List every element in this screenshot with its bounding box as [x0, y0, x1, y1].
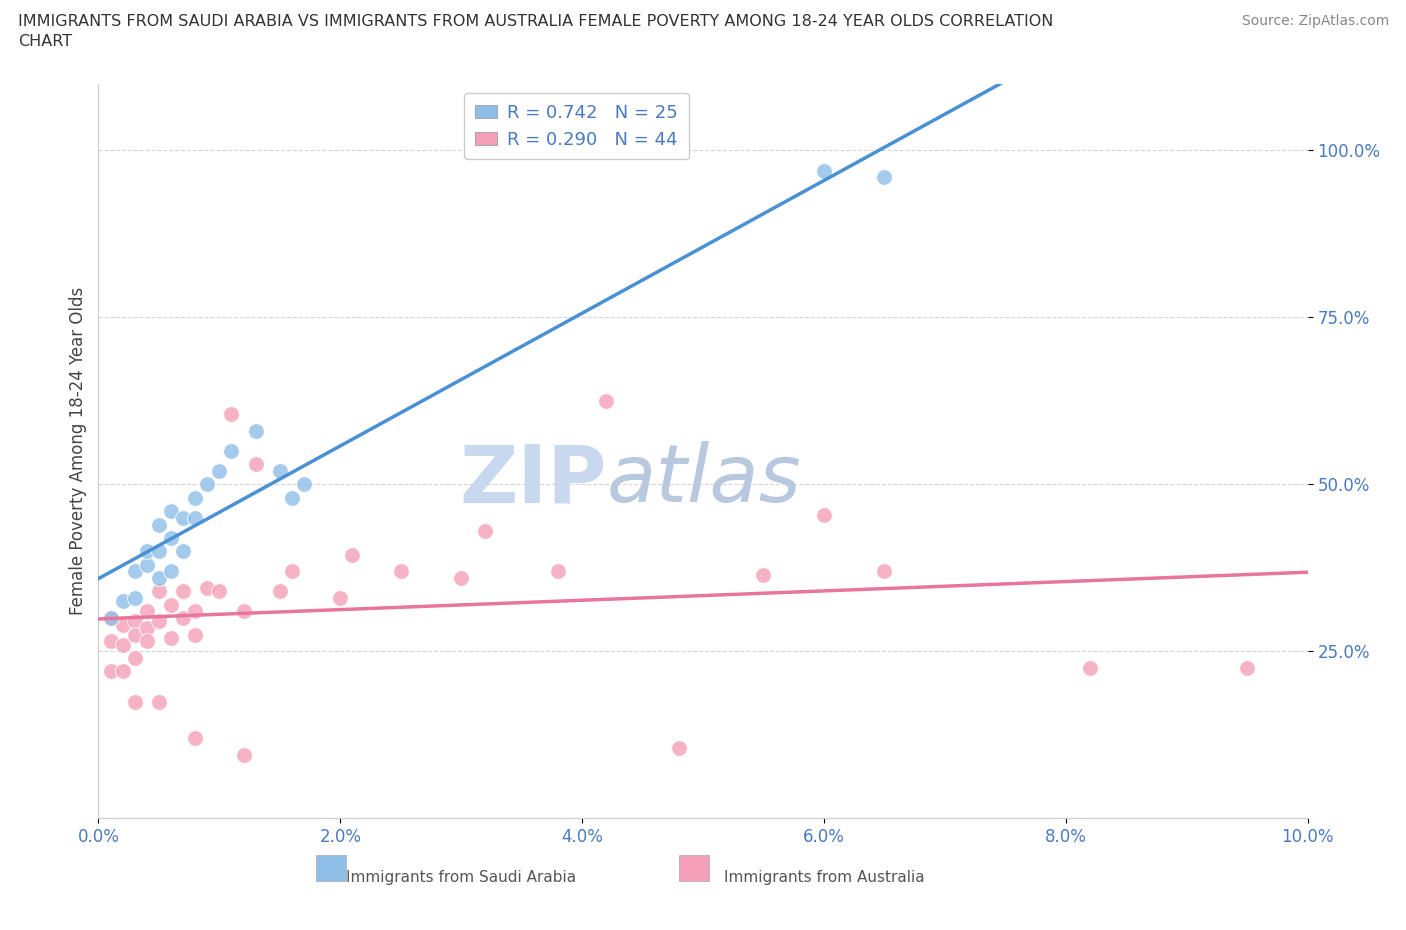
Point — [595, 393, 617, 408]
Point — [269, 584, 291, 599]
Text: ZIP: ZIP — [458, 442, 606, 520]
Text: Immigrants from Australia: Immigrants from Australia — [724, 870, 924, 884]
Text: atlas: atlas — [606, 442, 801, 520]
Point — [752, 567, 775, 582]
Point — [221, 444, 243, 458]
Point — [135, 604, 157, 618]
Point — [269, 464, 291, 479]
Point — [873, 170, 896, 185]
Point — [342, 547, 364, 562]
FancyBboxPatch shape — [679, 856, 709, 881]
Point — [474, 524, 496, 538]
Point — [148, 694, 170, 709]
Point — [813, 163, 835, 178]
Point — [184, 511, 207, 525]
Point — [184, 490, 207, 505]
Point — [111, 618, 134, 632]
Point — [184, 604, 207, 618]
Point — [160, 631, 183, 645]
Point — [160, 504, 183, 519]
Point — [124, 694, 146, 709]
Point — [135, 634, 157, 649]
Point — [124, 614, 146, 629]
Point — [184, 628, 207, 643]
Point — [873, 564, 896, 578]
Point — [100, 634, 122, 649]
Text: CHART: CHART — [18, 34, 72, 49]
Point — [148, 517, 170, 532]
Point — [160, 564, 183, 578]
Point — [111, 637, 134, 652]
Point — [245, 423, 267, 438]
Point — [281, 490, 304, 505]
Point — [148, 584, 170, 599]
Legend: R = 0.742   N = 25, R = 0.290   N = 44: R = 0.742 N = 25, R = 0.290 N = 44 — [464, 93, 689, 159]
Point — [135, 557, 157, 572]
Point — [172, 611, 194, 626]
Point — [172, 544, 194, 559]
Point — [245, 457, 267, 472]
Point — [100, 611, 122, 626]
Point — [148, 614, 170, 629]
Point — [281, 564, 304, 578]
Point — [195, 580, 218, 595]
Point — [160, 530, 183, 545]
Point — [1078, 660, 1101, 675]
Point — [172, 511, 194, 525]
Point — [208, 584, 231, 599]
Point — [208, 464, 231, 479]
Point — [135, 544, 157, 559]
Point — [160, 597, 183, 612]
Point — [232, 604, 254, 618]
Point — [135, 620, 157, 635]
Point — [124, 564, 146, 578]
Point — [668, 741, 690, 756]
Point — [1236, 660, 1258, 675]
Point — [111, 594, 134, 609]
Point — [124, 651, 146, 666]
Point — [111, 664, 134, 679]
Point — [232, 748, 254, 763]
Point — [547, 564, 569, 578]
Point — [450, 570, 472, 585]
Point — [221, 407, 243, 422]
Point — [100, 611, 122, 626]
Point — [184, 731, 207, 746]
Point — [329, 591, 352, 605]
FancyBboxPatch shape — [316, 856, 346, 881]
Point — [292, 477, 315, 492]
Point — [148, 570, 170, 585]
Point — [124, 628, 146, 643]
Point — [813, 507, 835, 522]
Point — [172, 584, 194, 599]
Point — [148, 544, 170, 559]
Point — [389, 564, 412, 578]
Point — [124, 591, 146, 605]
Point — [100, 664, 122, 679]
Text: Immigrants from Saudi Arabia: Immigrants from Saudi Arabia — [346, 870, 576, 884]
Text: IMMIGRANTS FROM SAUDI ARABIA VS IMMIGRANTS FROM AUSTRALIA FEMALE POVERTY AMONG 1: IMMIGRANTS FROM SAUDI ARABIA VS IMMIGRAN… — [18, 14, 1053, 29]
Y-axis label: Female Poverty Among 18-24 Year Olds: Female Poverty Among 18-24 Year Olds — [69, 287, 87, 615]
Text: Source: ZipAtlas.com: Source: ZipAtlas.com — [1241, 14, 1389, 28]
Point — [195, 477, 218, 492]
